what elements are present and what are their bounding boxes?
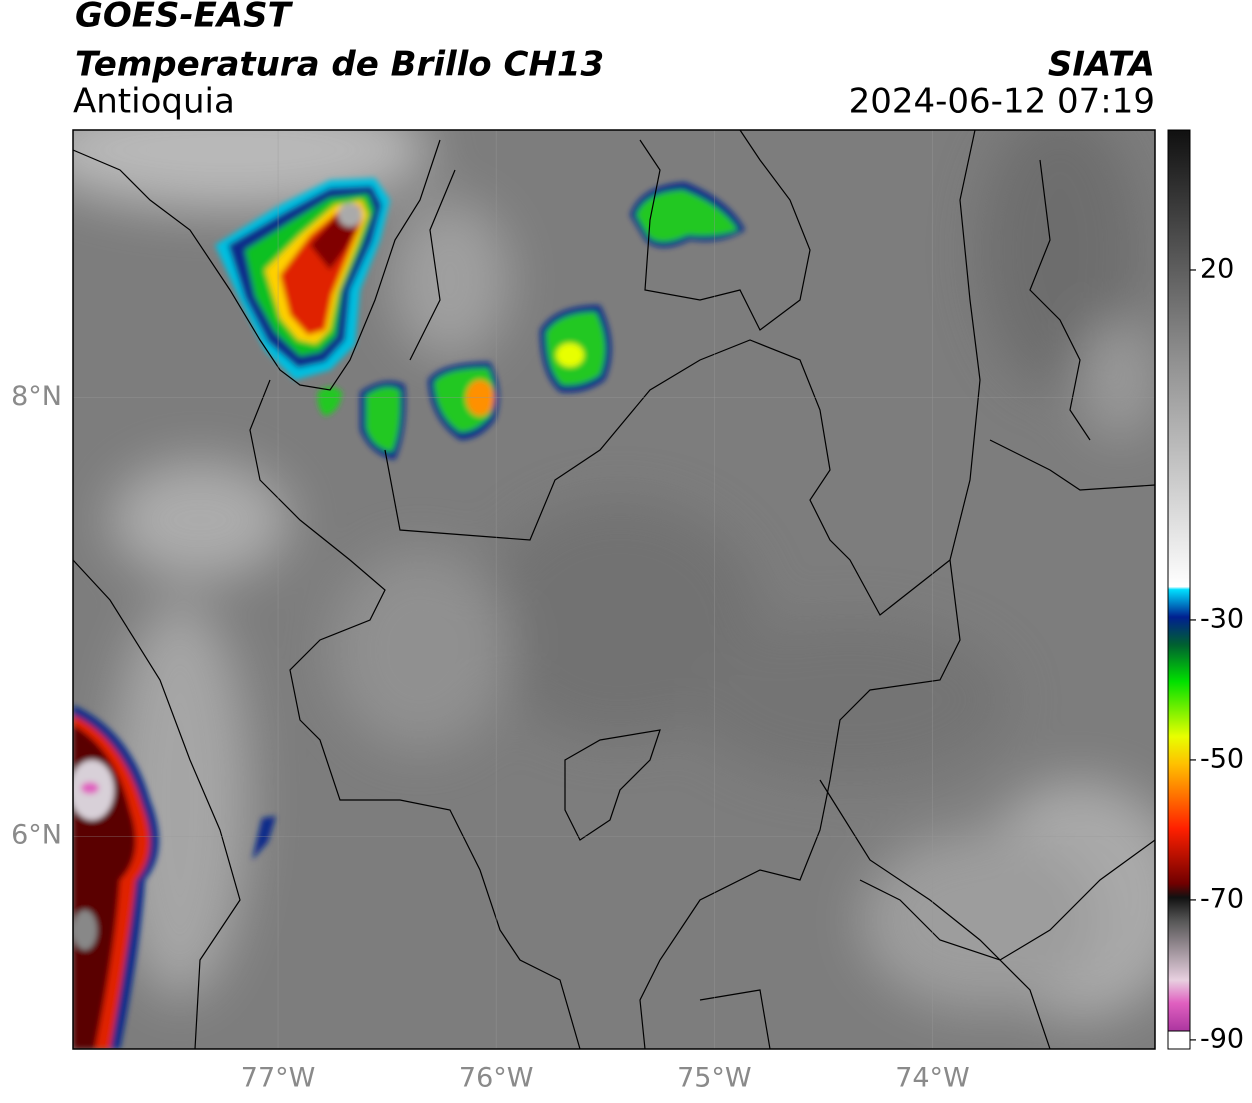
y-tick-label: 8°N [11,381,62,412]
map-frame [72,129,1156,1050]
colorbar-tick-label: -30 [1200,603,1244,634]
subtitle: Temperatura de Brillo CH13 [75,45,604,85]
colorbar-tick-label: -70 [1200,883,1244,914]
colorbar [1167,129,1191,1050]
source: SIATA [1048,45,1155,85]
x-tick-label: 74°W [895,1063,970,1094]
x-tick-label: 77°W [241,1063,316,1094]
x-tick-label: 76°W [459,1063,534,1094]
region: Antioquia [73,82,235,122]
satellite-image [73,130,1155,1049]
title: GOES-EAST [75,0,294,36]
colorbar-tick-label: -90 [1200,1023,1244,1054]
y-tick-label: 6°N [11,820,62,851]
colorbar-tick-label: -50 [1200,743,1244,774]
colorbar-tick-label: 20 [1200,253,1234,284]
x-tick-label: 75°W [677,1063,752,1094]
datetime: 2024-06-12 07:19 [849,82,1155,122]
colorbar-extend [1167,1030,1191,1050]
